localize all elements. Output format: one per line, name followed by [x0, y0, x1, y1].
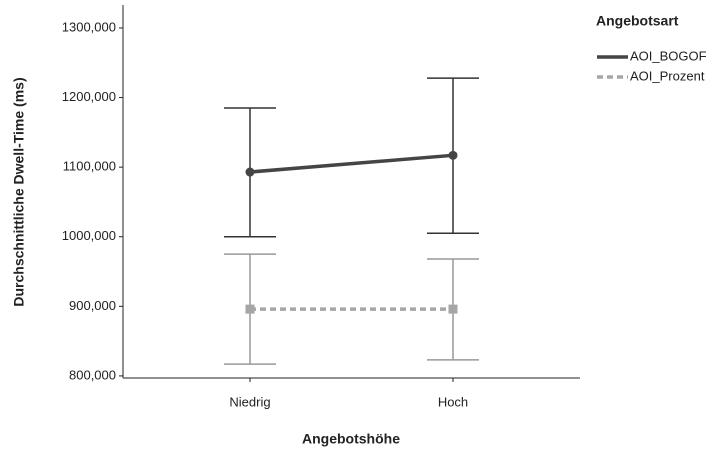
- legend-title: Angebotsart: [596, 13, 679, 29]
- marker: [245, 167, 255, 177]
- x-axis-title: Angebotshöhe: [302, 431, 400, 447]
- marker: [448, 150, 458, 160]
- y-tick-label: 1000,000: [62, 228, 116, 243]
- marker: [448, 304, 458, 314]
- y-tick-label: 800,000: [69, 367, 116, 382]
- y-tick-label: 1200,000: [62, 89, 116, 104]
- x-tick-label: Niedrig: [229, 394, 270, 409]
- y-tick-label: 1100,000: [63, 159, 116, 174]
- y-tick-label: 900,000: [69, 298, 116, 313]
- x-tick-label: Hoch: [438, 394, 468, 409]
- y-tick-label: 1300,000: [62, 19, 116, 34]
- marker: [245, 304, 255, 314]
- legend-label: AOI_Prozent: [630, 68, 705, 83]
- y-axis-title: Durchschnittliche Dwell-Time (ms): [11, 77, 27, 306]
- series-line: [249, 153, 454, 174]
- legend-label: AOI_BOGOF: [630, 48, 707, 63]
